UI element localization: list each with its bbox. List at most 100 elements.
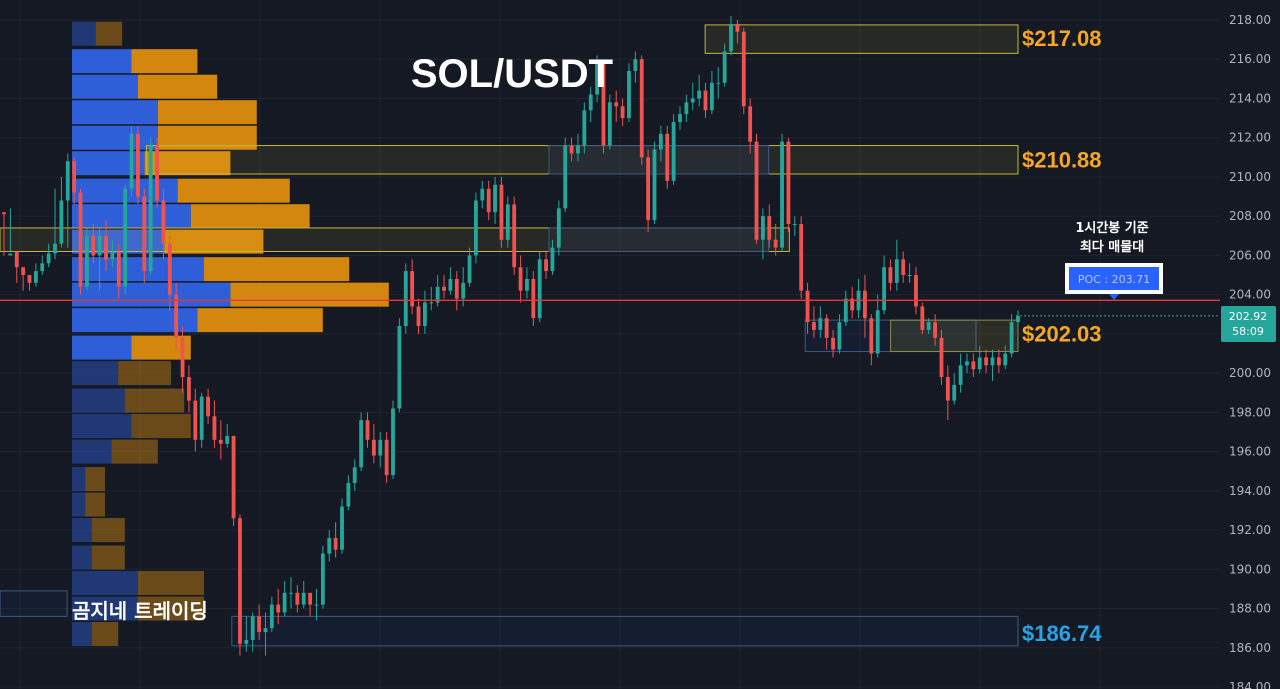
price-axis[interactable]: 218.00 216.00 214.00 212.00 210.00 208.00 206.… (1220, 0, 1280, 689)
level-label: $202.03 (1022, 321, 1102, 346)
candle-body (735, 23, 740, 32)
candle-body (786, 141, 791, 225)
candle-body (148, 145, 153, 272)
candle-body (614, 102, 619, 107)
volume-profile-sell-bar (157, 125, 257, 150)
candle-body (269, 604, 274, 629)
candle-body (442, 286, 446, 291)
price-zones (0, 24, 1019, 647)
volume-profile-buy-bar (72, 622, 92, 647)
candle-body (403, 271, 408, 327)
candle-body (1009, 322, 1014, 354)
volume-profile-buy-bar (72, 388, 125, 413)
price-tick-label: 214.00 (1229, 91, 1271, 105)
candle-body (33, 271, 38, 283)
candle-body (346, 482, 351, 507)
candle-body (91, 235, 96, 256)
volume-profile-sell-bar (85, 467, 105, 492)
volume-profile-sell-bar (118, 361, 171, 386)
candle-body (703, 90, 708, 111)
candle-body (843, 298, 848, 323)
volume-profile-sell-bar (124, 388, 185, 413)
candle-body (218, 439, 223, 444)
candle-body (550, 247, 555, 272)
candle-body (888, 267, 893, 283)
candle-body (595, 63, 600, 95)
candle-body (767, 216, 772, 240)
poc-badge-pointer (1109, 294, 1119, 300)
candle-body (544, 259, 548, 272)
candle-body (244, 639, 249, 644)
price-tick-label: 184.00 (1229, 680, 1271, 689)
candle-body (837, 322, 842, 350)
volume-profile-sell-bar (138, 596, 204, 621)
candle-body (27, 275, 32, 283)
current-price-label: 202.92 (1229, 310, 1268, 323)
candle-body (684, 102, 689, 115)
volume-profile-sell-bar (204, 257, 350, 282)
candle-body (486, 188, 491, 213)
candle-body (161, 200, 166, 244)
volume-profile-buy-bar (72, 308, 198, 333)
volume-profile-buy-bar (72, 518, 92, 543)
candle-body (212, 416, 217, 440)
current-price-badge[interactable]: 202.92 58:09 (1221, 306, 1276, 342)
candle-body (569, 145, 574, 154)
volume-profile-sell-bar (138, 74, 218, 99)
support-zone (548, 227, 770, 252)
candle-body (875, 310, 880, 354)
candle-body (104, 235, 108, 260)
volume-profile-buy-bar (72, 596, 138, 621)
candle-body (352, 467, 357, 483)
candle-body (824, 318, 829, 338)
candle-body (422, 302, 427, 327)
volume-profile-buy-bar (72, 125, 158, 150)
candle-body (773, 239, 778, 248)
volume-profile-buy-bar (72, 21, 96, 46)
candle-body (46, 253, 51, 264)
poc-badge-fill (1069, 267, 1159, 290)
level-label: $217.08 (1022, 26, 1102, 51)
candle-body (493, 184, 497, 213)
candle-body (996, 357, 1001, 366)
volume-profile-buy-bar (72, 361, 119, 386)
candle-body (678, 114, 682, 123)
candle-body (231, 435, 236, 519)
candle-body (850, 298, 855, 311)
candle-body (505, 204, 510, 240)
candle-body (588, 94, 593, 111)
volume-profile-buy-bar (72, 414, 132, 439)
candle-body (359, 420, 364, 468)
poc-annotation-line1: 1시간봉 기준 (1075, 220, 1148, 236)
countdown-label: 58:09 (1232, 325, 1264, 338)
candle-body (512, 204, 517, 268)
candle-body (984, 357, 989, 366)
candle-body (894, 259, 899, 283)
candle-body (690, 98, 695, 103)
resistance-zone (145, 145, 1019, 175)
candle-body (977, 357, 982, 370)
candle-body (84, 235, 89, 287)
candle-body (187, 377, 191, 401)
candle-body (671, 122, 676, 181)
candle-body (818, 318, 823, 330)
price-tick-label: 198.00 (1229, 405, 1271, 419)
candle-body (601, 63, 606, 146)
volume-profile-sell-bar (91, 622, 119, 647)
candle-body (435, 286, 440, 303)
candle-body (429, 302, 434, 304)
candle-body (780, 141, 784, 248)
candle-body (863, 290, 867, 319)
volume-profile-sell-bar (190, 204, 310, 229)
candle-body (639, 59, 644, 158)
candle-body (652, 149, 657, 221)
candle-body (410, 271, 415, 307)
current-zone (890, 319, 1019, 353)
candle-body (238, 518, 242, 644)
candle-body (257, 616, 262, 633)
candle-body (914, 275, 918, 307)
volume-profile-buy-bar (72, 100, 158, 125)
candle-body (716, 82, 721, 84)
candle-body (320, 553, 325, 605)
